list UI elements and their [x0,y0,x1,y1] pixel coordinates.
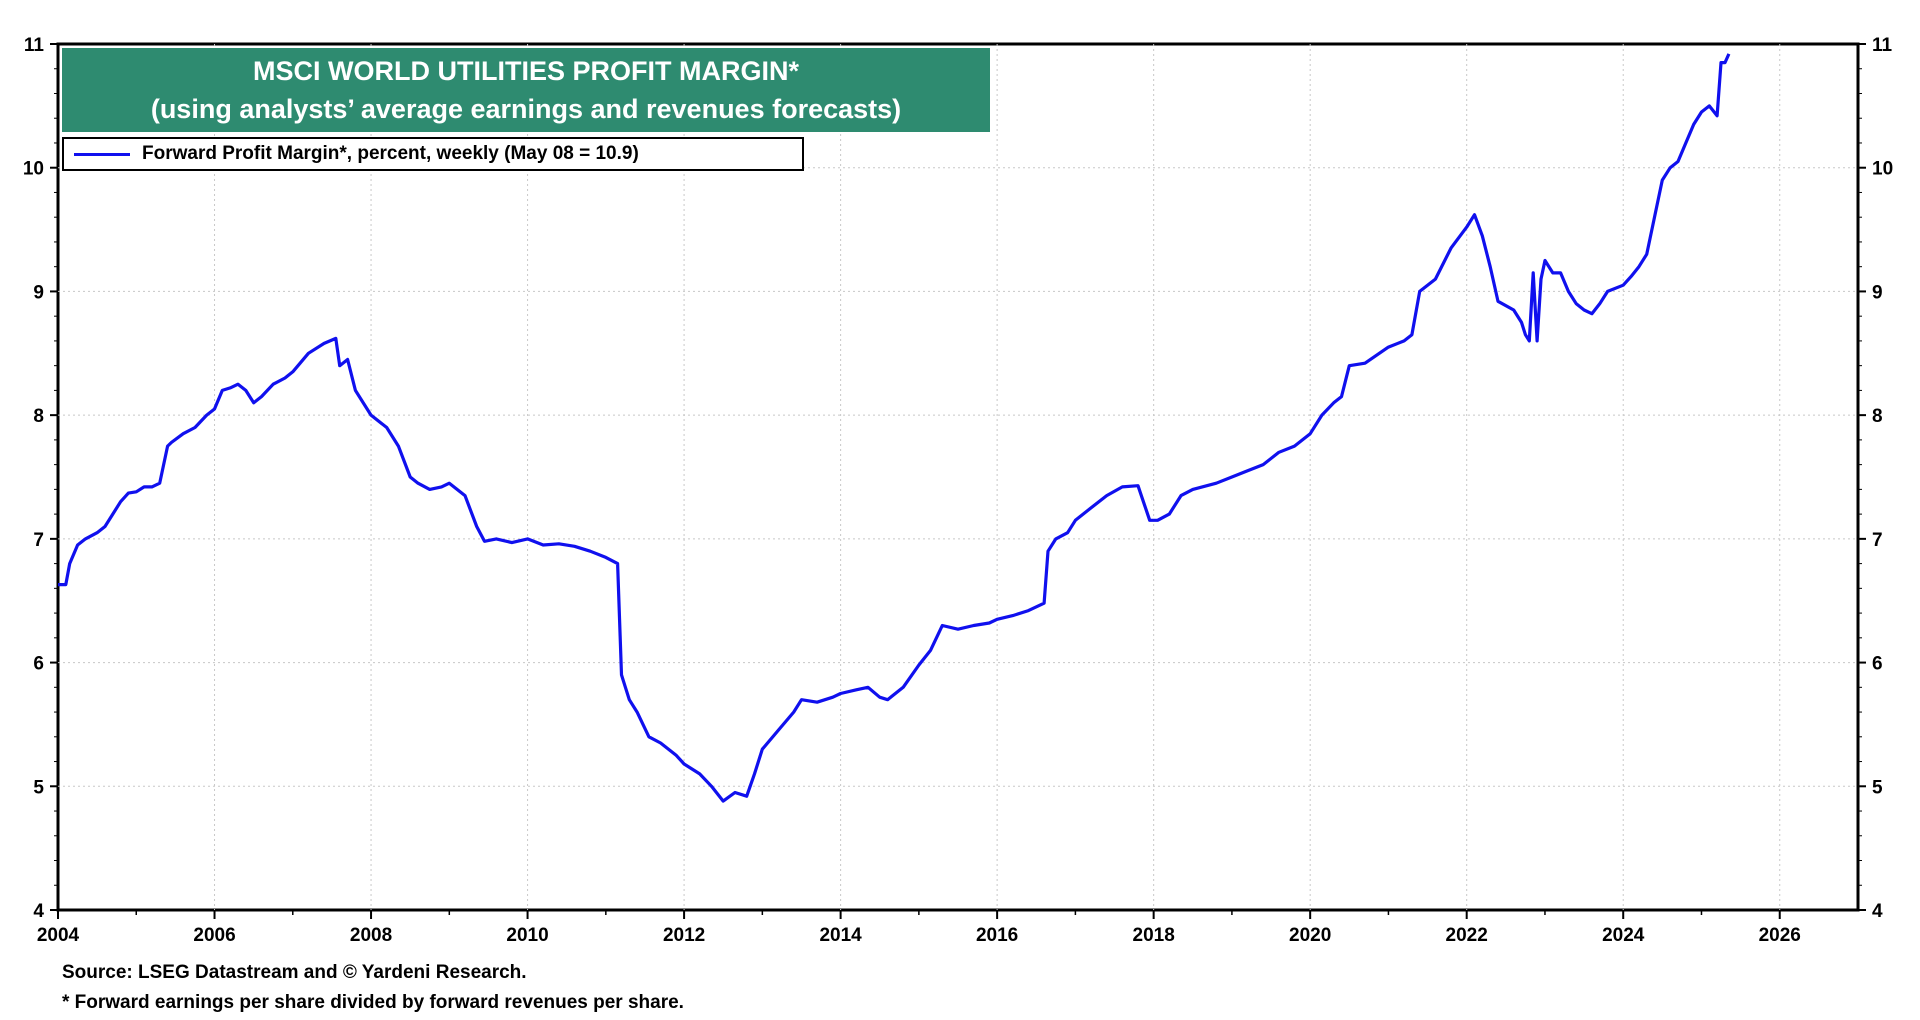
legend-line-swatch [74,152,130,156]
y-tick-label-right: 11 [1872,35,1893,56]
chart-title-box: MSCI WORLD UTILITIES PROFIT MARGIN* (usi… [62,48,990,132]
y-tick-label-right: 10 [1872,159,1893,180]
plot-frame [56,42,1860,912]
x-tick-label: 2012 [663,925,705,946]
y-tick-label-right: 8 [1872,406,1883,427]
x-tick-label: 2018 [1133,925,1175,946]
source-note: Source: LSEG Datastream and © Yardeni Re… [62,962,527,983]
y-tick-label-left: 11 [24,35,45,56]
y-tick-label-right: 4 [1872,901,1883,922]
x-tick-label: 2010 [506,925,548,946]
x-tick-label: 2024 [1602,925,1645,946]
y-tick-label-right: 6 [1872,654,1883,675]
y-tick-label-left: 4 [33,901,44,922]
x-tick-label: 2014 [819,925,862,946]
x-tick-label: 2016 [976,925,1018,946]
x-tick-label: 2006 [193,925,235,946]
grid-layer [58,44,1858,910]
y-tick-label-left: 5 [33,777,44,798]
x-tick-label: 2004 [37,925,80,946]
y-tick-label-left: 6 [33,654,44,675]
y-tick-label-left: 7 [33,530,44,551]
label-layer: 2004 2006 2008 2010 2012 2014 2016 2018 2020 2022… [23,35,1893,946]
y-tick-label-right: 7 [1872,530,1883,551]
legend: Forward Profit Margin*, percent, weekly … [62,137,804,171]
x-tick-label: 2022 [1446,925,1488,946]
x-tick-label: 2026 [1759,925,1801,946]
y-tick-label-right: 5 [1872,777,1883,798]
tick-layer [50,43,1866,919]
x-tick-label: 2020 [1289,925,1331,946]
chart-title: MSCI WORLD UTILITIES PROFIT MARGIN* [253,56,799,86]
y-tick-label-right: 9 [1872,282,1883,303]
y-tick-label-left: 9 [33,282,44,303]
x-tick-label: 2008 [350,925,392,946]
footnote: * Forward earnings per share divided by … [62,992,684,1013]
y-tick-label-left: 8 [33,406,44,427]
y-tick-label-left: 10 [23,159,44,180]
series-line-forward-profit-margin [58,53,1731,803]
legend-label: Forward Profit Margin*, percent, weekly … [142,143,639,164]
chart-subtitle: (using analysts’ average earnings and re… [150,94,902,124]
